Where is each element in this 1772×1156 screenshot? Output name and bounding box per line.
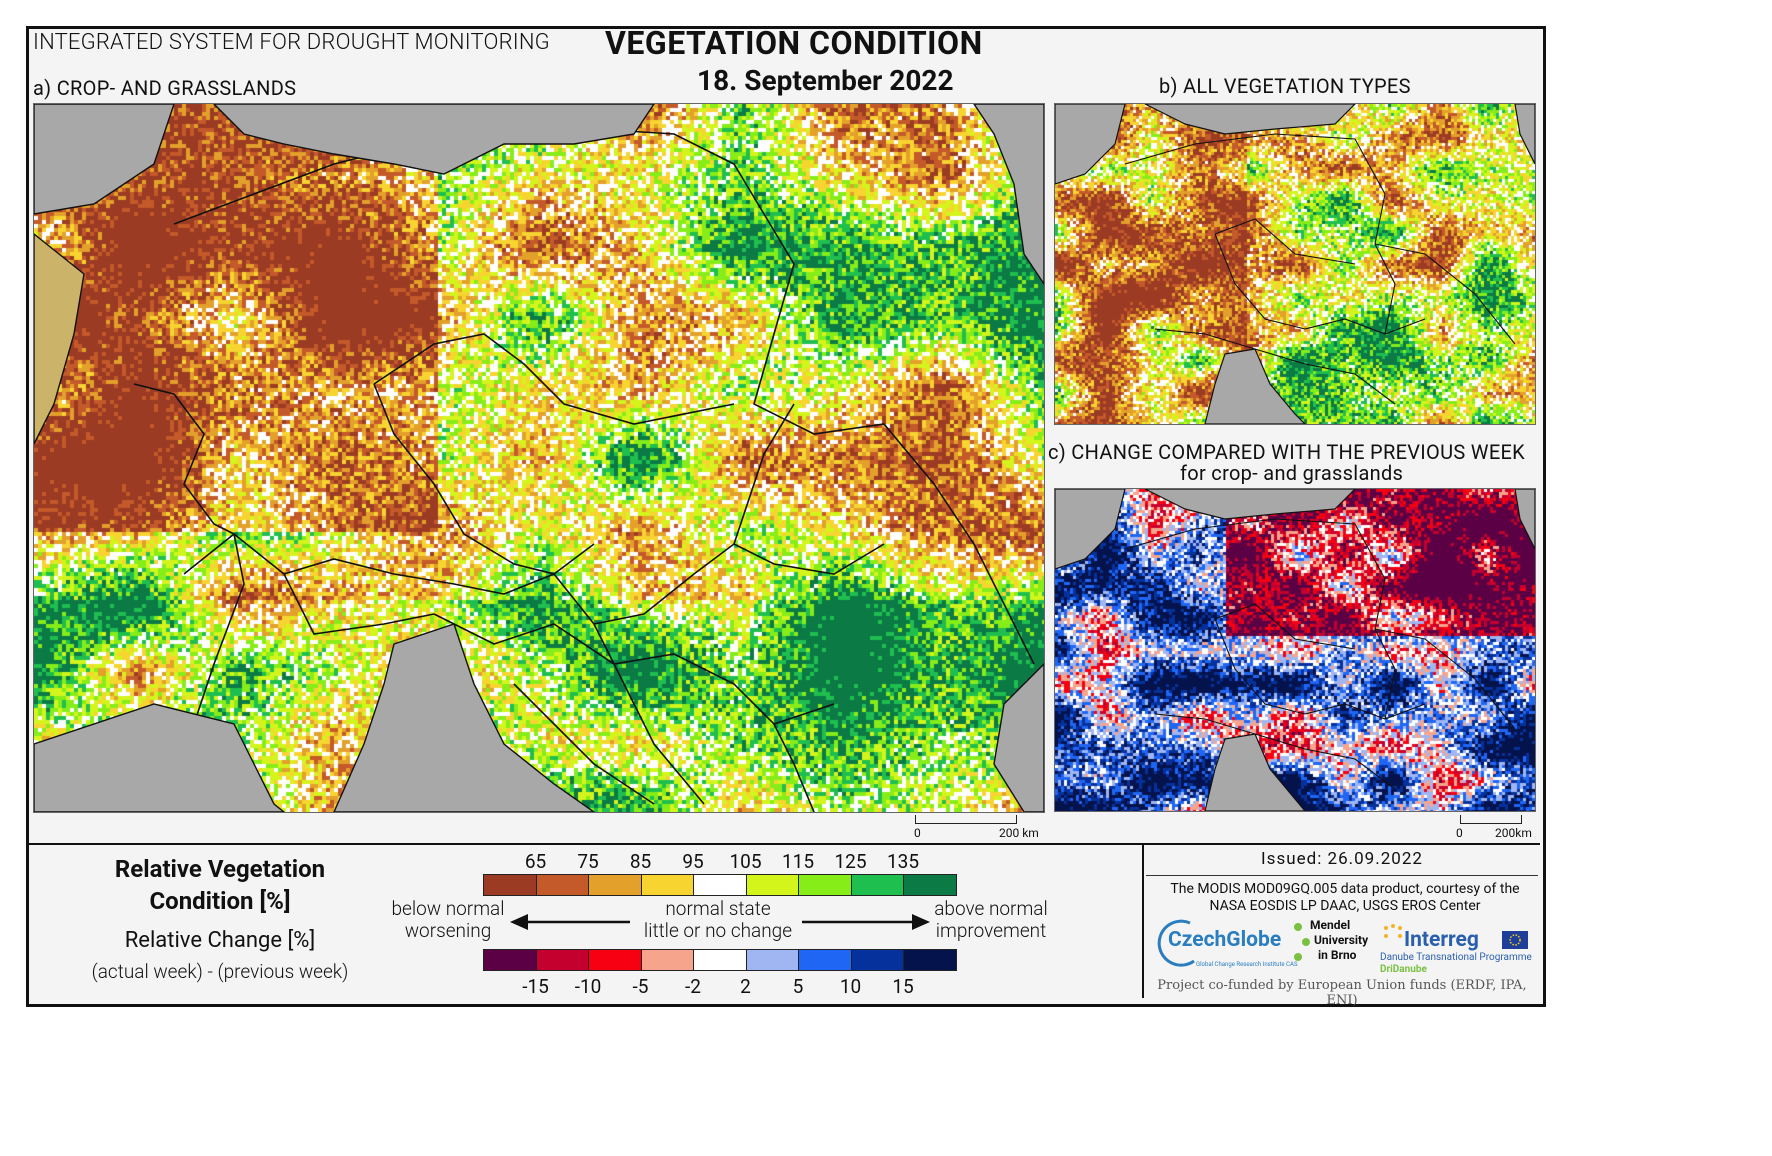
scale-bar-a-zero: 0 (914, 826, 921, 840)
cond-ticks-label: 135 (886, 850, 920, 873)
cond-bar-swatch (850, 874, 904, 896)
cond-ticks-label: 115 (781, 850, 815, 873)
mendel-dot-3-icon (1294, 953, 1302, 961)
legend-right-top: above normal (934, 897, 1048, 920)
panel-b-label: b) ALL VEGETATION TYPES (1159, 74, 1411, 98)
cond-ticks-label: 105 (729, 850, 762, 873)
modis-credit: The MODIS MOD09GQ.005 data product, cour… (1170, 881, 1520, 914)
cond-bar-swatch (798, 874, 852, 896)
cond-ticks-label: 95 (682, 850, 704, 873)
legend-divider (28, 843, 1540, 845)
scale-bar-c-distance: 200km (1495, 826, 1532, 840)
cond-ticks-label: 85 (629, 850, 652, 873)
scale-bar-a-graphic (915, 815, 1017, 824)
cond-bar-swatch (903, 874, 957, 896)
map-weekly-change (1054, 488, 1536, 812)
interreg-subtitle: Danube Transnational Programme (1380, 952, 1532, 963)
chg-ticks-label: 10 (839, 975, 862, 998)
mendel-line-1: Mendel (1310, 918, 1351, 932)
cond-ticks-label: 75 (577, 850, 599, 873)
czechglobe-logo-text: CzechGlobe (1168, 928, 1282, 952)
map-c-raster (1055, 489, 1535, 811)
map-c-overlay (1055, 489, 1535, 811)
mendel-line-3: in Brno (1318, 948, 1357, 962)
legend-right-bottom: improvement (935, 919, 1047, 942)
map-a-land-sea (34, 104, 1044, 812)
cond-bar-swatch (483, 874, 537, 896)
scale-bar-c-zero: 0 (1456, 826, 1463, 840)
chg-bar-swatch (483, 949, 537, 971)
chg-bar-swatch (693, 949, 747, 971)
map-all-vegetation (1054, 103, 1536, 425)
mendel-dot-2-icon (1302, 938, 1310, 946)
panel-c-label: c) CHANGE COMPARED WITH THE PREVIOUS WEE… (1048, 440, 1526, 464)
mendel-line-2: University (1314, 933, 1369, 947)
legend-title: Relative Vegetation Condition [%] (114, 855, 326, 915)
chg-ticks-label: 5 (792, 975, 804, 998)
left-arrow-icon (510, 914, 528, 930)
cofunded-note: Project co-funded by European Union fund… (1157, 978, 1527, 1008)
eu-flag-icon (1502, 931, 1528, 949)
scale-bar-a-distance: 200 km (999, 826, 1039, 840)
issued-date: Issued: 26.09.2022 (1261, 849, 1423, 869)
legend-change-formula: (actual week) - (previous week) (91, 960, 349, 983)
panel-a-label: a) CROP- AND GRASSLANDS (33, 76, 297, 100)
map-a-borders (133, 128, 1035, 812)
right-arrow-icon (912, 914, 930, 930)
footer-divider (1142, 845, 1144, 998)
page-title: VEGETATION CONDITION (605, 24, 983, 62)
cond-bar-swatch (693, 874, 747, 896)
chg-bar-swatch (850, 949, 904, 971)
chg-bar-swatch (745, 949, 799, 971)
legend-change-title: Relative Change [%] (124, 928, 316, 953)
cond-bar-swatch (588, 874, 642, 896)
legend-left-top: below normal (391, 897, 505, 920)
chg-bar-swatch (588, 949, 642, 971)
panel-c-sublabel: for crop- and grasslands (1180, 461, 1404, 485)
map-b-raster (1055, 104, 1535, 424)
date-title: 18. September 2022 (697, 64, 954, 97)
chg-ticks-label: -10 (574, 975, 602, 998)
chg-ticks-label: 15 (892, 975, 914, 998)
system-name: INTEGRATED SYSTEM FOR DROUGHT MONITORING (33, 30, 550, 55)
map-a-raster (34, 104, 1044, 812)
dridanube-text: DriDanube (1380, 964, 1427, 975)
interreg-logo-text: Interreg (1404, 928, 1479, 952)
cond-ticks-label: 65 (524, 850, 547, 873)
cond-bar-swatch (535, 874, 589, 896)
chg-ticks-label: -5 (632, 975, 649, 998)
legend-arrows (510, 914, 930, 930)
chg-bar-swatch (798, 949, 852, 971)
chg-bar-swatch (903, 949, 957, 971)
map-crop-grasslands (33, 103, 1045, 813)
interreg-star-icon (1384, 924, 1402, 938)
chg-ticks-label: 2 (740, 975, 751, 998)
chg-bar-swatch (640, 949, 694, 971)
chg-ticks-label: -15 (522, 975, 549, 998)
map-b-overlay (1055, 104, 1535, 424)
chg-bar-swatch (535, 949, 589, 971)
mendel-dot-1-icon (1294, 923, 1302, 931)
czechglobe-logo-icon (1157, 919, 1195, 967)
scale-bar-c-graphic (1460, 815, 1522, 824)
cond-bar-swatch (640, 874, 694, 896)
cond-bar-swatch (745, 874, 799, 896)
legend-center-top: normal state (665, 897, 771, 920)
chg-ticks-label: -2 (685, 975, 701, 998)
issued-divider (1146, 875, 1538, 876)
legend-left-bottom: worsening (404, 919, 492, 942)
czechglobe-subtitle: Global Change Research Institute CAS (1196, 961, 1298, 968)
cond-ticks-label: 125 (834, 850, 867, 873)
legend-center-bottom: little or no change (643, 919, 793, 942)
